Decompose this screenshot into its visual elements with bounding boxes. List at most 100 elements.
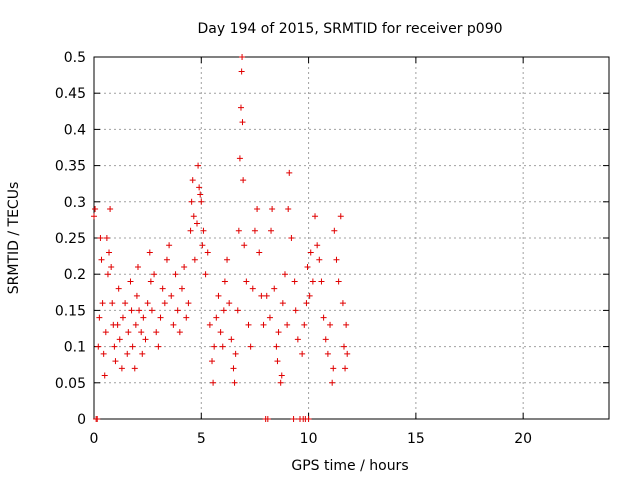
data-point: [183, 314, 190, 321]
data-point: [107, 206, 114, 213]
data-point: [187, 227, 194, 234]
y-tick-label: 0.45: [55, 86, 86, 102]
x-tick-labels: 0 5 10 15 20: [90, 431, 533, 447]
data-point: [273, 343, 280, 350]
data-point: [166, 242, 173, 249]
data-point: [199, 242, 206, 249]
data-point: [322, 336, 329, 343]
data-point: [299, 350, 306, 357]
data-point: [318, 278, 325, 285]
data-point: [219, 343, 226, 350]
x-tick-label: 5: [197, 431, 206, 447]
data-point: [118, 365, 125, 372]
data-point: [316, 256, 323, 263]
data-point: [241, 242, 248, 249]
data-point: [92, 206, 99, 213]
data-point: [102, 329, 109, 336]
data-point: [305, 416, 312, 422]
data-point: [303, 300, 310, 307]
data-point: [127, 278, 134, 285]
data-point: [109, 300, 116, 307]
data-point: [307, 249, 314, 256]
data-point: [124, 350, 131, 357]
data-point: [163, 256, 170, 263]
data-point: [258, 292, 265, 299]
x-tick-label: 20: [514, 431, 532, 447]
data-point: [337, 213, 344, 220]
data-point: [266, 314, 273, 321]
data-point: [301, 321, 308, 328]
data-point: [226, 300, 233, 307]
data-point: [104, 271, 111, 278]
data-point: [324, 350, 331, 357]
data-point: [314, 242, 321, 249]
data-point: [281, 271, 288, 278]
data-point: [221, 278, 228, 285]
y-tick-label: 0.05: [55, 376, 86, 392]
grid: [94, 57, 609, 419]
data-point: [178, 285, 185, 292]
data-point: [204, 249, 211, 256]
data-point: [140, 314, 147, 321]
data-point: [211, 343, 218, 350]
data-point: [99, 300, 106, 307]
data-point: [131, 365, 138, 372]
data-point: [134, 263, 141, 270]
data-point: [240, 177, 247, 184]
data-point: [101, 372, 108, 379]
data-point: [139, 350, 146, 357]
x-tick-label: 15: [407, 431, 425, 447]
data-point: [278, 372, 285, 379]
y-tick-label: 0.1: [64, 340, 86, 356]
data-point: [161, 300, 168, 307]
data-point: [106, 249, 113, 256]
data-point: [144, 300, 151, 307]
chart-title: Day 194 of 2015, SRMTID for receiver p09…: [197, 21, 502, 37]
data-point: [342, 365, 349, 372]
data-point: [239, 119, 246, 126]
data-point: [217, 329, 224, 336]
data-point: [277, 379, 284, 386]
data-point: [263, 292, 270, 299]
data-point: [224, 256, 231, 263]
data-point: [232, 350, 239, 357]
data-point: [245, 321, 252, 328]
data-point: [309, 278, 316, 285]
data-point: [129, 343, 136, 350]
data-point: [172, 271, 179, 278]
data-point: [275, 329, 282, 336]
data-point: [294, 336, 301, 343]
data-point: [335, 278, 342, 285]
data-point: [112, 358, 119, 365]
data-point: [148, 307, 155, 314]
data-point: [320, 314, 327, 321]
y-tick-label: 0.3: [64, 195, 86, 211]
y-tick-label: 0.5: [64, 50, 86, 66]
data-point: [115, 285, 122, 292]
data-point: [96, 314, 103, 321]
data-point: [274, 358, 281, 365]
data-point: [343, 321, 350, 328]
data-point: [339, 300, 346, 307]
data-point: [271, 285, 278, 292]
data-point: [191, 256, 198, 263]
data-point: [237, 104, 244, 111]
data-point: [100, 350, 107, 357]
data-point: [256, 249, 263, 256]
data-point: [189, 177, 196, 184]
data-point: [236, 155, 243, 162]
data-point: [185, 300, 192, 307]
plot-frame: [93, 56, 610, 420]
data-point: [168, 292, 175, 299]
data-point: [122, 300, 129, 307]
data-point: [116, 336, 123, 343]
data-point: [181, 263, 188, 270]
data-point: [239, 54, 246, 60]
data-point: [234, 307, 241, 314]
data-point: [286, 169, 293, 176]
data-point: [194, 220, 200, 227]
data-point: [128, 307, 135, 314]
data-point: [159, 285, 166, 292]
data-point: [230, 365, 237, 372]
data-point: [329, 379, 336, 386]
